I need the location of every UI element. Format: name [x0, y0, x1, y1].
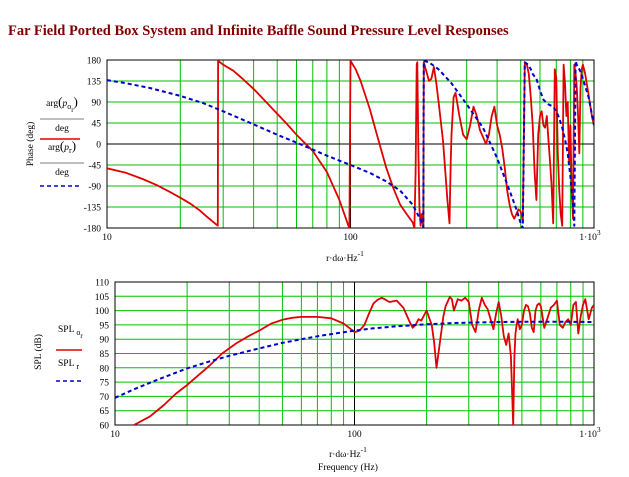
spl-y-tick-label: 105 [95, 293, 110, 303]
phase-x-tick-superscript: 3 [597, 228, 601, 237]
phase-y-tick-label: 45 [92, 120, 102, 130]
spl-x-tick-label: 1·103 [579, 425, 600, 440]
spl-x-tick-label: 10 [110, 430, 120, 440]
phase-x-tick-labels: 10 100 1·103 [102, 228, 601, 243]
phase-legend: arg(por) deg arg(pr) deg [40, 94, 84, 187]
spl-x-label-frequency: Frequency (Hz) [318, 462, 378, 473]
spl-x-label-base: r·dω·Hz [329, 450, 361, 460]
spl-x-label-sup: -1 [361, 445, 367, 454]
spl-plot-frame [114, 281, 595, 426]
legend-arg-p-r-label: arg(pr) [48, 138, 76, 155]
phase-y-tick-label: -45 [88, 162, 101, 172]
phase-x-label-base: r·dω·Hz [326, 254, 358, 264]
phase-y-tick-label: -180 [84, 225, 102, 235]
spl-y-tick-label: 95 [100, 321, 110, 331]
phase-y-tick-labels: 180 135 90 45 0 -45 -90 -135 -180 [84, 57, 102, 235]
phase-y-tick-label: 0 [96, 141, 101, 151]
spl-y-tick-label: 80 [100, 364, 110, 374]
legend-arg-p-o-r-label: arg(por) [46, 94, 78, 114]
spl-series-red-solid-line [133, 295, 594, 425]
phase-y-tick-label: -135 [84, 204, 102, 214]
legend-spl-r-base: SPL [58, 359, 75, 369]
spl-legend: SPL or SPL r [56, 325, 83, 382]
phase-y-tick-label: 90 [92, 99, 102, 109]
spl-x-axis-label: r·dω·Hz-1 Frequency (Hz) [318, 445, 378, 473]
phase-series-group [107, 60, 594, 228]
phase-y-tick-label: 135 [87, 78, 102, 88]
phase-x-tick-label: 100 [343, 233, 358, 243]
spl-y-tick-label: 65 [100, 407, 110, 417]
figure-title: Far Field Ported Box System and Infinite… [8, 23, 509, 39]
spl-x-tick-labels: 10 100 1·103 [110, 425, 601, 440]
phase-y-axis-label: Phase (deg) [25, 122, 36, 167]
spl-y-tick-labels: 110 105 100 95 90 85 80 75 70 65 60 [95, 279, 110, 432]
phase-y-tick-label: 180 [87, 57, 102, 67]
phase-x-tick-label: 1·103 [579, 228, 600, 243]
phase-x-label-sup: -1 [358, 249, 364, 258]
spl-y-tick-label: 90 [100, 336, 110, 346]
spl-x-tick-superscript: 3 [597, 425, 601, 434]
spl-series-group [115, 295, 594, 425]
phase-series-blue-dashed-line [107, 60, 594, 228]
spl-grid [115, 281, 594, 426]
spl-y-axis-label: SPL (dB) [33, 334, 44, 370]
phase-y-tick-label: -90 [88, 183, 101, 193]
spl-y-tick-label: 60 [100, 422, 110, 432]
legend-spl-o-r-base: SPL [58, 325, 75, 335]
phase-plot-frame [106, 59, 595, 229]
legend-spl-r: SPL r [58, 359, 79, 371]
spl-y-tick-label: 75 [100, 379, 110, 389]
legend-spl-o-r: SPL or [58, 325, 83, 340]
phase-x-axis-label: r·dω·Hz-1 [326, 249, 364, 264]
spl-y-tick-label: 100 [95, 307, 110, 317]
spl-x-tick-label: 100 [347, 430, 362, 440]
legend-deg-1: deg [55, 124, 69, 134]
spl-y-tick-label: 70 [100, 393, 110, 403]
spl-y-tick-label: 85 [100, 350, 110, 360]
svg-text:r·dω·Hz-1: r·dω·Hz-1 [329, 445, 367, 460]
legend-deg-2: deg [55, 168, 69, 178]
phase-x-tick-label: 10 [102, 233, 112, 243]
spl-y-tick-label: 110 [95, 279, 109, 289]
phase-series-red-solid-line [107, 60, 594, 228]
svg-text:r·dω·Hz-1: r·dω·Hz-1 [326, 249, 364, 264]
